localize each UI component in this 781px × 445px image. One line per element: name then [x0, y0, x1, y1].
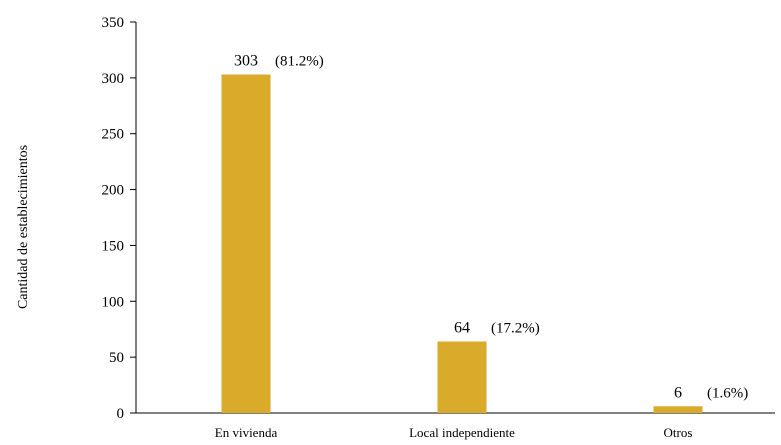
y-tick-label: 250	[102, 127, 125, 143]
y-tick-label: 200	[102, 183, 125, 199]
value-label: 303	[234, 53, 258, 70]
y-tick-label: 50	[109, 350, 124, 366]
y-tick-label: 0	[117, 406, 125, 422]
y-tick-label: 350	[102, 15, 125, 31]
y-tick-label: 100	[102, 294, 125, 310]
bar	[437, 341, 487, 413]
bar	[221, 74, 271, 414]
data-labels: 303 (81.2%) 64 (17.2%) 6 (1.6%)	[234, 53, 748, 402]
percent-label: (17.2%)	[491, 321, 540, 337]
y-axis-title: Cantidad de establecimientos	[16, 145, 31, 309]
value-label: 64	[454, 320, 470, 337]
percent-label: (81.2%)	[275, 54, 324, 70]
bar-series	[221, 74, 703, 414]
y-axis-ticks: 0 50 100 150 200 250 300 350	[102, 15, 136, 422]
y-tick-label: 300	[102, 71, 125, 87]
x-tick-label: Local independiente	[409, 425, 515, 440]
y-tick-label: 150	[102, 238, 125, 254]
percent-label: (1.6%)	[707, 385, 748, 401]
value-label: 6	[674, 384, 682, 401]
bar	[653, 406, 703, 413]
x-tick-label: En vivienda	[215, 425, 278, 440]
x-tick-label: Otros	[664, 425, 693, 440]
x-axis-tick-labels: En vivienda Local independiente Otros	[215, 425, 693, 440]
